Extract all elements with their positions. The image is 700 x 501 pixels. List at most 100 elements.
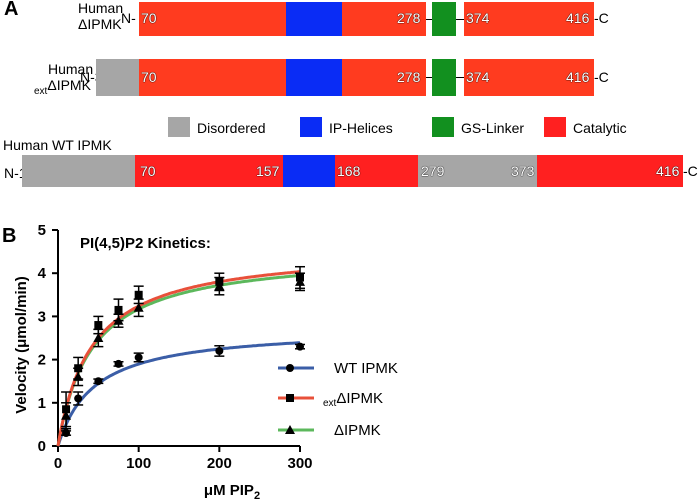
residue-number: 278 [397, 69, 421, 85]
data-point-square [74, 364, 83, 373]
disordered-segment [96, 59, 139, 96]
data-point-circle [94, 377, 103, 386]
data-point-circle [134, 353, 143, 362]
residue-number: 374 [466, 69, 490, 85]
c-terminus-label: -C [594, 10, 609, 26]
data-point-triangle [285, 425, 295, 434]
fit-curves [56, 270, 301, 447]
data-point-circle [114, 359, 123, 368]
data-point-square [296, 273, 304, 282]
x-tick-label: 200 [207, 455, 232, 472]
gs-linker-segment [432, 59, 456, 96]
ip-helices-segment [286, 2, 342, 36]
x-tick-label: 100 [126, 455, 151, 472]
catalytic-segment [139, 2, 286, 36]
catalytic-segment [135, 155, 283, 187]
gs-linker-segment [432, 2, 456, 36]
n-terminus-label: N-1 [4, 165, 27, 181]
legend-swatch-gs-linker [432, 117, 454, 137]
data-point-square [134, 290, 143, 299]
construct-label-line: ΔIPMK [78, 16, 122, 32]
x-axis-label-subscript: 2 [254, 490, 260, 501]
catalytic-segment [139, 59, 286, 96]
data-point-circle [296, 342, 304, 351]
catalytic-segment [342, 2, 426, 36]
catalytic-segment [335, 155, 418, 187]
legend-swatch-catalytic [544, 117, 566, 137]
data-point-square [62, 405, 71, 414]
y-axis-label: Velocity (μmol/min) [13, 276, 30, 414]
data-point-square [286, 394, 294, 402]
residue-number: 70 [141, 10, 157, 26]
residue-number: 278 [397, 10, 421, 26]
legend-label: GS-Linker [461, 120, 525, 136]
ip-helices-segment [283, 155, 335, 187]
catalytic-segment [464, 2, 594, 36]
connector-line [426, 19, 432, 20]
chart-axes: 0 1 2 3 4 5 0 100 200 300 [38, 222, 313, 472]
fit-curve [56, 270, 301, 447]
data-point-square [114, 305, 123, 314]
catalytic-segment [464, 59, 594, 96]
residue-number: 416 [566, 69, 590, 85]
residue-number: 157 [256, 163, 280, 179]
residue-number: 168 [337, 163, 361, 179]
legend-label: ΔIPMK [334, 422, 381, 439]
fit-curve [56, 341, 301, 447]
data-point-triangle [133, 302, 144, 312]
x-axis-label-main: μM PIP [204, 482, 254, 499]
construct-label: Human ΔIPMK [78, 0, 123, 32]
data-point-triangle [93, 333, 104, 342]
residue-number: 374 [466, 10, 490, 26]
y-tick-label: 3 [38, 308, 46, 325]
construct-label-line: Human [48, 61, 94, 77]
c-terminus-label: -C [683, 163, 698, 179]
data-point-circle [215, 346, 224, 355]
legend-swatch-ip-helices [300, 117, 322, 137]
disordered-segment [418, 155, 537, 187]
legend-label: extΔIPMK [323, 390, 383, 409]
connector-line [426, 77, 432, 78]
data-point-square [215, 277, 224, 286]
panel-b-letter: B [2, 225, 17, 247]
construct-label: Human WT IPMK [3, 137, 112, 153]
construct-label-line: Human [78, 0, 124, 16]
y-tick-label: 2 [38, 352, 46, 369]
legend-label: WT IPMK [334, 360, 398, 377]
c-terminus-label: -C [594, 69, 609, 85]
x-tick-label: 300 [287, 455, 312, 472]
legend-label: Catalytic [573, 120, 627, 136]
data-point-triangle [295, 276, 305, 286]
ip-helices-segment [286, 59, 342, 96]
n-terminus-label: N- [121, 10, 136, 26]
data-point-circle [74, 394, 83, 403]
residue-number: 373 [511, 163, 535, 179]
data-point-triangle [113, 315, 124, 325]
x-axis-label: μM PIP2 [204, 482, 260, 501]
ext-subscript: ext [34, 86, 48, 97]
data-point-square [94, 321, 103, 330]
x-tick-label: 0 [54, 455, 62, 472]
data-point-circle [286, 364, 294, 372]
residue-number: 416 [566, 10, 590, 26]
construct-label-line: ΔIPMK [47, 77, 91, 93]
disordered-segment [22, 155, 135, 187]
residue-number: 416 [656, 163, 680, 179]
legend-label: IP-Helices [329, 120, 393, 136]
y-tick-label: 1 [38, 395, 46, 412]
chart-title: PI(4,5)P2 Kinetics: [80, 235, 211, 252]
data-point-triangle [61, 410, 72, 420]
data-point-circle [62, 429, 71, 438]
data-points [61, 265, 305, 438]
fit-curve [56, 274, 301, 447]
residue-number: 70 [141, 69, 157, 85]
catalytic-segment [537, 155, 683, 187]
residue-number: 279 [421, 163, 445, 179]
legend-name: ΔIPMK [336, 390, 383, 407]
connector-line [456, 19, 464, 20]
legend-label: Disordered [197, 120, 266, 136]
y-tick-label: 4 [38, 265, 47, 282]
y-tick-label: 5 [38, 222, 46, 239]
panel-a-letter: A [4, 0, 19, 20]
